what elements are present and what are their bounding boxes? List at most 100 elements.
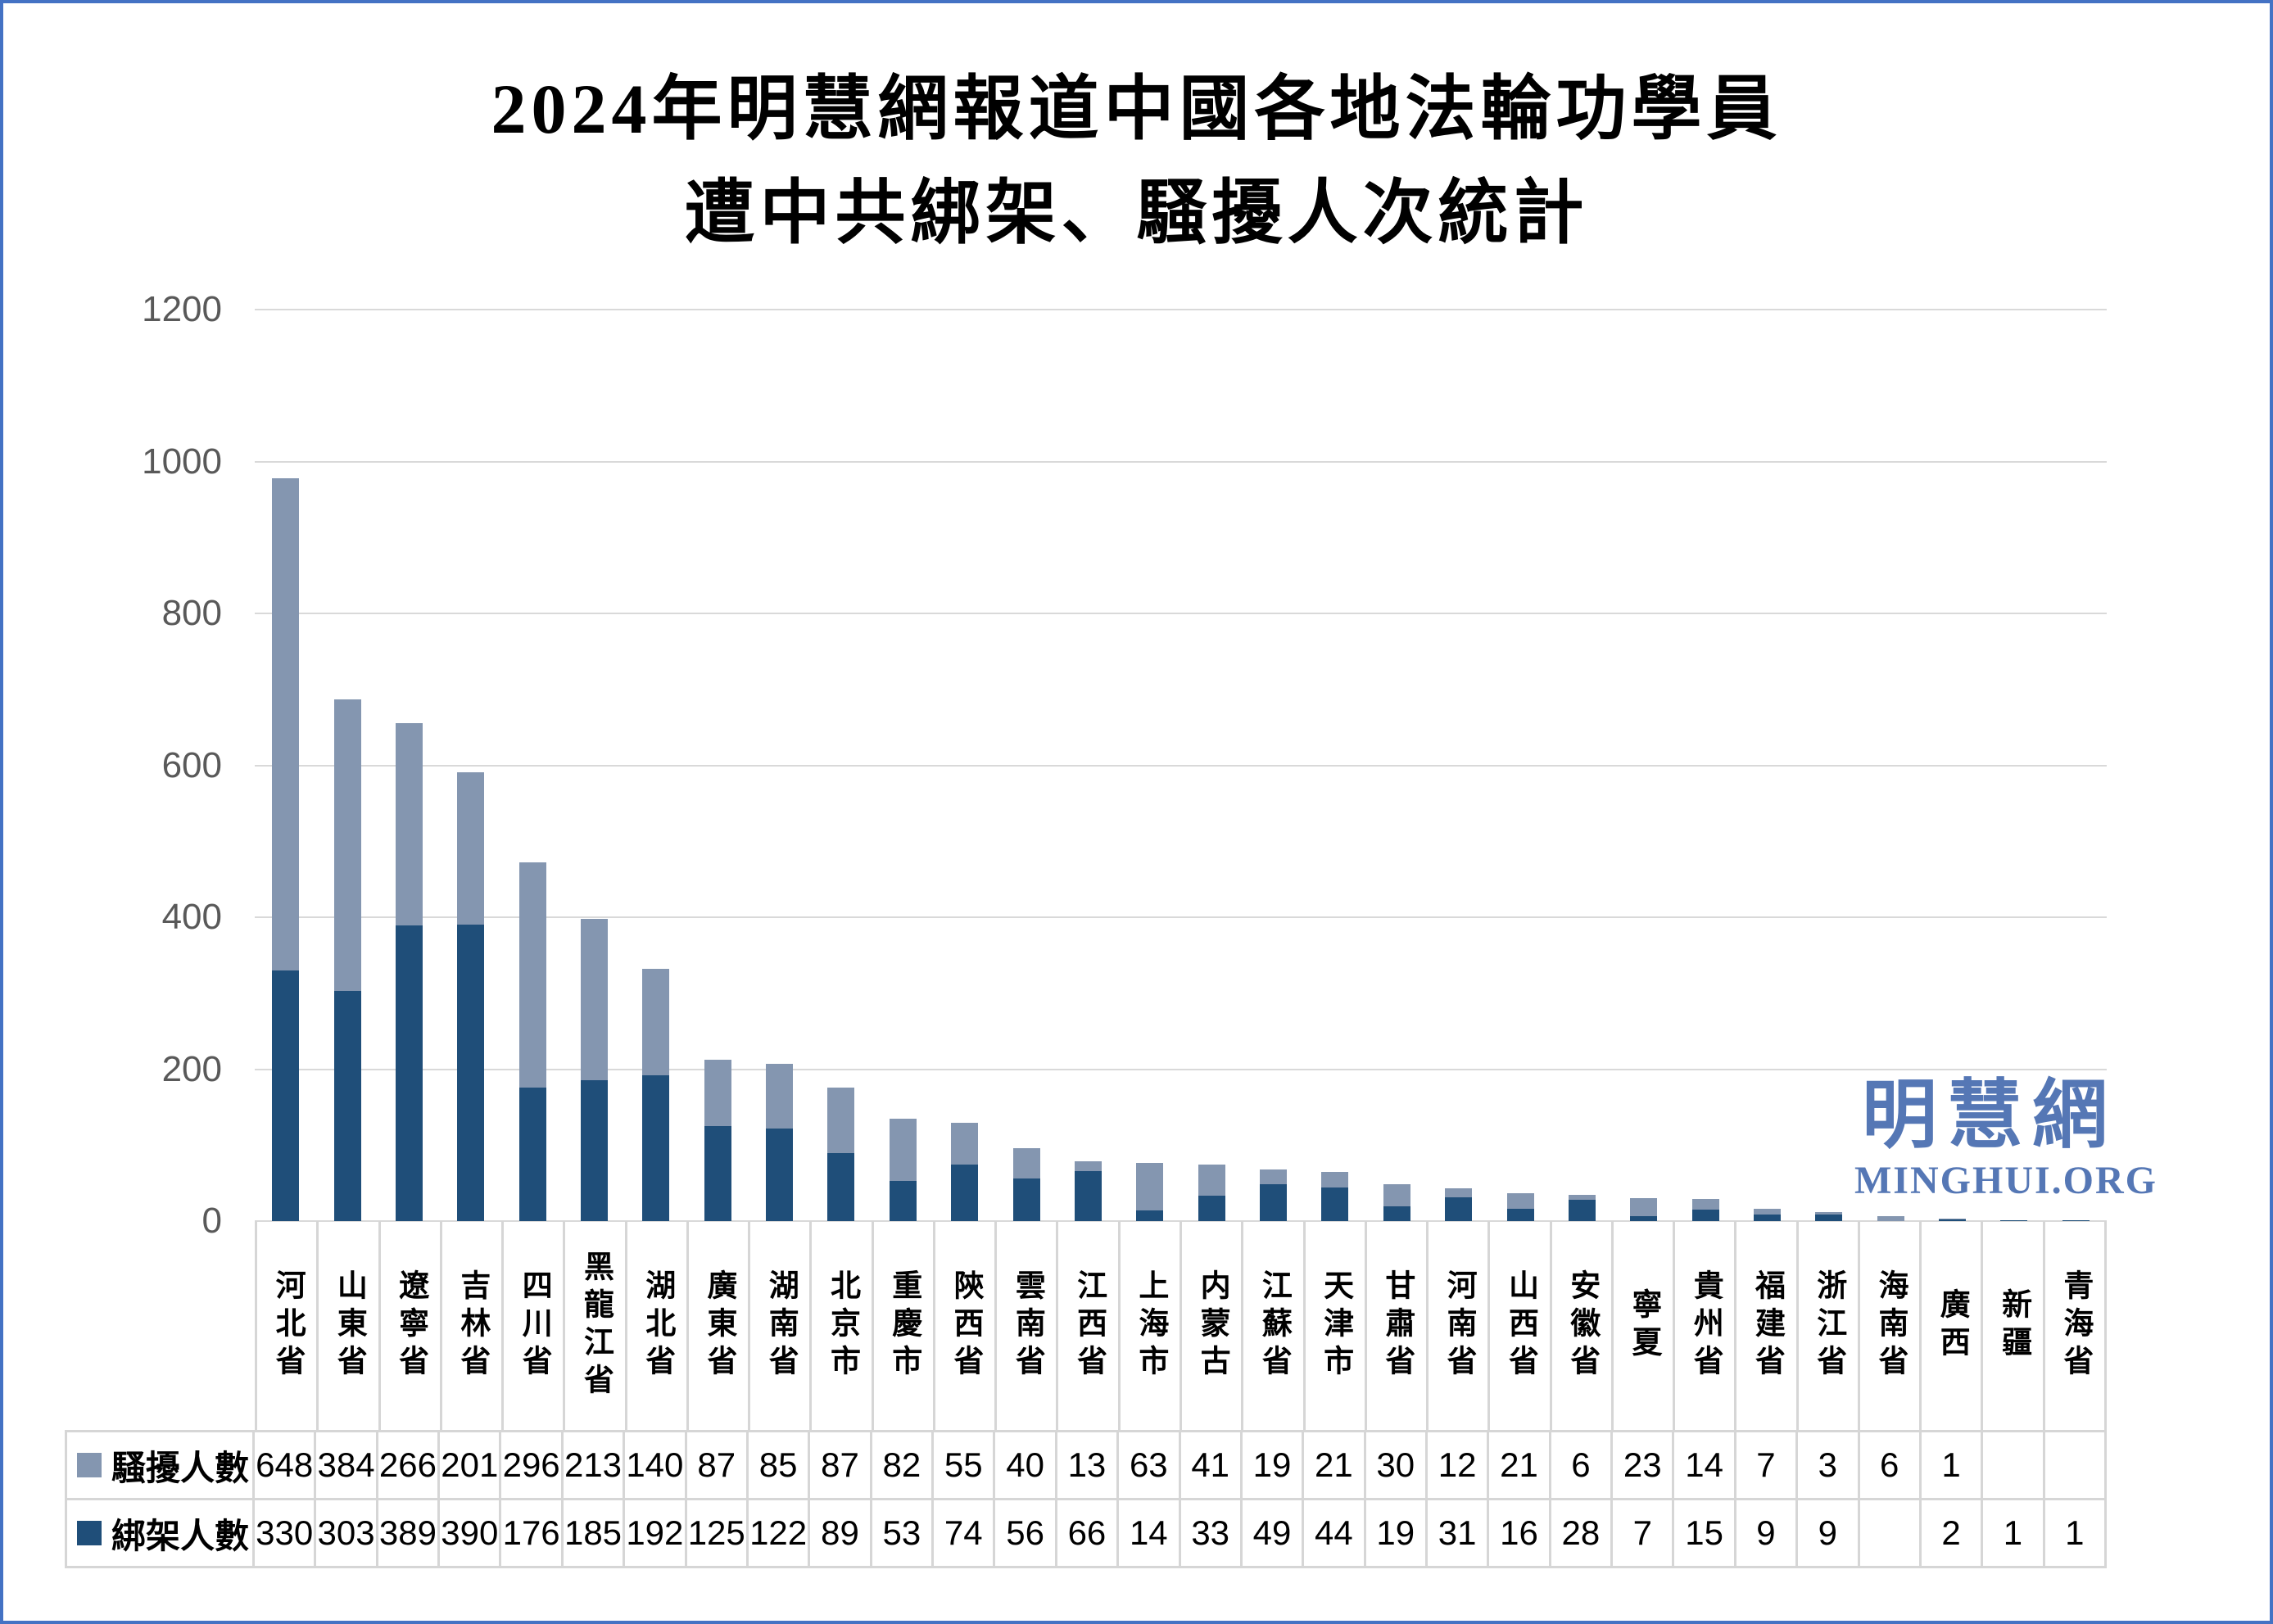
x-category-cell: 新疆: [1981, 1221, 2042, 1430]
x-category-label: 重慶市: [886, 1269, 921, 1382]
bar-segment-harassed: [1877, 1216, 1904, 1221]
bar-segment-kidnapped: [518, 1087, 546, 1221]
x-category-cell: 北京市: [809, 1221, 871, 1430]
x-category-cell: 甘肅省: [1364, 1221, 1426, 1430]
x-category-label: 遼寧省: [393, 1269, 428, 1382]
table-cell: 19: [1365, 1500, 1428, 1568]
x-category-cell: 山東省: [316, 1221, 378, 1430]
x-category-cell: 黑龍江省: [563, 1221, 624, 1430]
table-cell: 390: [440, 1500, 502, 1568]
table-cell: 6: [1859, 1432, 1922, 1500]
bar-segment-kidnapped: [1383, 1206, 1410, 1221]
x-category-label: 吉林省: [455, 1269, 489, 1382]
bar-segment-kidnapped: [1260, 1183, 1288, 1221]
bar-segment-kidnapped: [1939, 1219, 1967, 1221]
legend-label-text: 綁架人數: [111, 1518, 250, 1556]
gridline: [255, 613, 2107, 614]
x-category-cell: 遼寧省: [378, 1221, 440, 1430]
table-cell: 12: [1427, 1432, 1490, 1500]
table-cell: 31: [1427, 1500, 1490, 1568]
x-category-cell: 湖北省: [624, 1221, 686, 1430]
table-cell: 44: [1304, 1500, 1366, 1568]
table-cell: 9: [1736, 1500, 1799, 1568]
bar-segment-harassed: [457, 771, 485, 925]
bar-segment-harassed: [704, 1060, 731, 1127]
x-category-label: 山東省: [332, 1269, 366, 1382]
bar-segment-harassed: [1198, 1165, 1225, 1197]
x-category-label: 四川省: [517, 1269, 551, 1382]
table-cell: 213: [563, 1432, 626, 1500]
data-table: 騷擾人數 648 384 266 201 296 213 140 87 85 87 82 55 40 13 6…: [65, 1430, 2107, 1568]
table-cell: 9: [1798, 1500, 1860, 1568]
x-category-label: 寧夏: [1626, 1287, 1660, 1364]
gridline: [255, 460, 2107, 463]
table-cell: 23: [1613, 1432, 1675, 1500]
x-category-label: 山西省: [1503, 1269, 1537, 1382]
y-tick-label: 1200: [142, 289, 222, 329]
table-cell: 63: [1119, 1432, 1181, 1500]
table-cell: 49: [1242, 1500, 1305, 1568]
table-cell: 648: [255, 1432, 317, 1500]
bar-segment-harassed: [1815, 1211, 1843, 1215]
bar-segment-kidnapped: [766, 1128, 794, 1221]
table-cell: 30: [1365, 1432, 1428, 1500]
table-cell: 55: [934, 1432, 996, 1500]
x-category-cell: 浙江省: [1795, 1221, 1858, 1430]
bar-segment-kidnapped: [1074, 1170, 1102, 1221]
table-cell: 19: [1242, 1432, 1305, 1500]
table-cell: 266: [378, 1432, 441, 1500]
x-category-label: 雲南省: [1010, 1269, 1044, 1382]
bar-segment-harassed: [1012, 1147, 1040, 1179]
table-cell: 16: [1489, 1500, 1551, 1568]
table-cell: 125: [686, 1500, 749, 1568]
table-cell: 122: [748, 1500, 811, 1568]
table-cell: 176: [501, 1500, 564, 1568]
table-cell: [1983, 1432, 2045, 1500]
x-category-strip: 河北省 山東省 遼寧省 吉林省 四川省 黑龍江省 湖北省 廣東省 湖南省 北京市 重慶市 陝西省 雲南省…: [255, 1221, 2107, 1430]
x-category-cell: 安徽省: [1549, 1221, 1611, 1430]
bar-segment-harassed: [766, 1064, 794, 1129]
x-category-cell: 湖南省: [748, 1221, 809, 1430]
table-cell: [2044, 1432, 2107, 1500]
x-category-label: 江蘇省: [1256, 1269, 1291, 1382]
table-cell: 7: [1736, 1432, 1799, 1500]
chart-title-line2: 遭中共綁架、騷擾人次統計: [684, 174, 1589, 253]
bar-segment-harassed: [272, 477, 300, 970]
x-category-cell: 上海市: [1117, 1221, 1180, 1430]
y-tick-label: 0: [201, 1201, 222, 1241]
bar-segment-kidnapped: [1321, 1187, 1349, 1221]
table-cell: 82: [872, 1432, 935, 1500]
x-category-cell: 陝西省: [932, 1221, 994, 1430]
table-cell: 1: [1983, 1500, 2045, 1568]
table-cell: 140: [625, 1432, 687, 1500]
bar-segment-kidnapped: [1753, 1214, 1781, 1221]
table-cell: 74: [934, 1500, 996, 1568]
x-category-label: 湖北省: [640, 1269, 674, 1382]
x-category-cell: 天津市: [1302, 1221, 1365, 1430]
table-cell: 14: [1674, 1432, 1736, 1500]
y-tick-label: 800: [161, 593, 222, 633]
bar-segment-kidnapped: [1136, 1210, 1164, 1221]
minghui-watermark: 明慧網 MINGHUI.ORG: [1854, 1078, 2156, 1203]
bar-segment-kidnapped: [457, 925, 485, 1221]
x-category-cell: 吉林省: [439, 1221, 501, 1430]
table-cell: 2: [1921, 1500, 1984, 1568]
x-category-label: 北京市: [825, 1269, 859, 1382]
table-cell: 53: [872, 1500, 935, 1568]
bar-segment-harassed: [951, 1123, 979, 1165]
x-category-cell: 廣西: [1919, 1221, 1981, 1430]
x-category-cell: 廣東省: [686, 1221, 748, 1430]
bar-segment-harassed: [518, 862, 546, 1088]
bar-segment-harassed: [1321, 1171, 1349, 1188]
bar-segment-harassed: [1568, 1195, 1596, 1201]
x-category-label: 貴州省: [1688, 1269, 1723, 1382]
y-tick-label: 400: [161, 897, 222, 937]
table-cell: 15: [1674, 1500, 1736, 1568]
bar-segment-kidnapped: [395, 925, 423, 1221]
bar-segment-harassed: [1630, 1198, 1658, 1216]
table-cell: 303: [316, 1500, 378, 1568]
x-category-cell: 海南省: [1857, 1221, 1919, 1430]
x-category-label: 内蒙古: [1195, 1269, 1229, 1382]
bar-segment-harassed: [1260, 1169, 1288, 1184]
bar-segment-kidnapped: [1630, 1215, 1658, 1221]
